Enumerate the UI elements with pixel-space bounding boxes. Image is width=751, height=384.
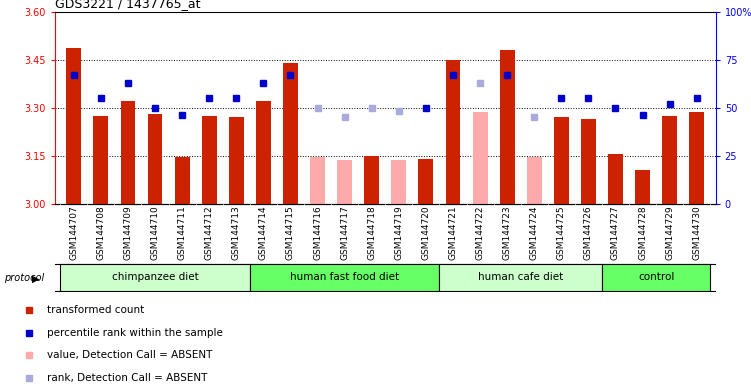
Bar (635, 170, 650, 204)
Text: GSM144726: GSM144726 (584, 205, 593, 260)
Bar (283, 63, 298, 204)
Text: value, Detection Call = ABSENT: value, Detection Call = ABSENT (47, 350, 213, 360)
Bar (662, 116, 677, 204)
Text: GSM144716: GSM144716 (313, 205, 322, 260)
Text: GSM144724: GSM144724 (529, 205, 538, 260)
Text: GSM144709: GSM144709 (123, 205, 132, 260)
Bar (499, 50, 514, 204)
Text: ▶: ▶ (32, 273, 40, 283)
Text: GSM144708: GSM144708 (96, 205, 105, 260)
Text: GSM144711: GSM144711 (178, 205, 187, 260)
Text: GSM144713: GSM144713 (232, 205, 241, 260)
Bar (310, 157, 325, 204)
Bar (202, 116, 216, 204)
Bar (445, 60, 460, 204)
Bar (148, 114, 162, 204)
Text: control: control (638, 272, 674, 283)
Bar (418, 159, 433, 204)
Bar (66, 48, 81, 204)
Text: percentile rank within the sample: percentile rank within the sample (47, 328, 223, 338)
Text: GSM144725: GSM144725 (556, 205, 566, 260)
Text: rank, Detection Call = ABSENT: rank, Detection Call = ABSENT (47, 373, 207, 383)
Text: human fast food diet: human fast food diet (290, 272, 400, 283)
Text: GSM144712: GSM144712 (205, 205, 214, 260)
Text: GSM144707: GSM144707 (69, 205, 78, 260)
Text: GSM144727: GSM144727 (611, 205, 620, 260)
Bar (526, 157, 541, 204)
Bar (120, 101, 135, 204)
Bar (175, 157, 189, 204)
Text: GSM144721: GSM144721 (448, 205, 457, 260)
Bar (93, 116, 108, 204)
Bar (256, 101, 271, 204)
Text: transformed count: transformed count (47, 305, 144, 315)
FancyBboxPatch shape (250, 263, 439, 291)
FancyBboxPatch shape (439, 263, 602, 291)
Text: GSM144723: GSM144723 (502, 205, 511, 260)
Bar (554, 117, 569, 204)
Text: GSM144719: GSM144719 (394, 205, 403, 260)
Text: protocol: protocol (4, 273, 44, 283)
Bar (608, 154, 623, 204)
Text: GSM144720: GSM144720 (421, 205, 430, 260)
Text: chimpanzee diet: chimpanzee diet (112, 272, 198, 283)
Text: GSM144730: GSM144730 (692, 205, 701, 260)
FancyBboxPatch shape (60, 263, 250, 291)
Text: GSM144710: GSM144710 (150, 205, 159, 260)
Text: human cafe diet: human cafe diet (478, 272, 563, 283)
FancyBboxPatch shape (602, 263, 710, 291)
Bar (391, 161, 406, 204)
Bar (689, 113, 704, 204)
Bar (337, 161, 352, 204)
Text: GSM144729: GSM144729 (665, 205, 674, 260)
Text: GSM144728: GSM144728 (638, 205, 647, 260)
Bar (229, 117, 244, 204)
Text: GDS3221 / 1437765_at: GDS3221 / 1437765_at (55, 0, 201, 10)
Text: GSM144722: GSM144722 (475, 205, 484, 260)
Bar (472, 113, 487, 204)
Text: GSM144717: GSM144717 (340, 205, 349, 260)
Text: GSM144718: GSM144718 (367, 205, 376, 260)
Text: GSM144715: GSM144715 (286, 205, 295, 260)
Bar (364, 156, 379, 204)
Text: GSM144714: GSM144714 (259, 205, 268, 260)
Bar (581, 119, 596, 204)
